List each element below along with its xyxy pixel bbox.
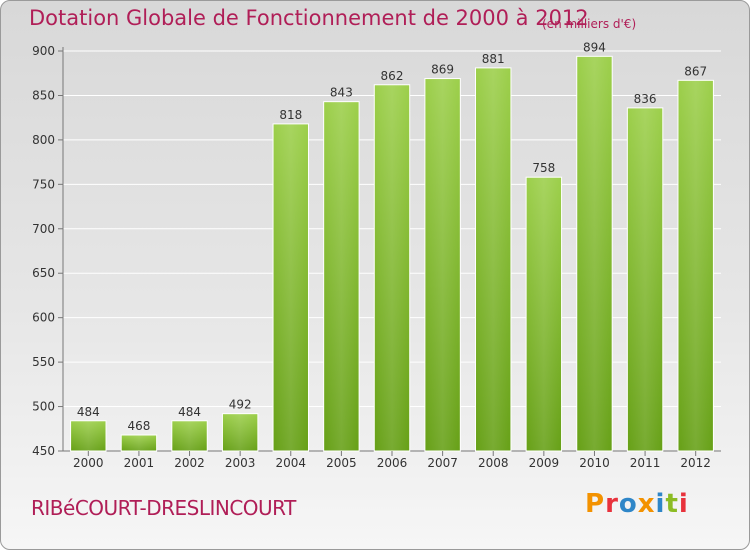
bar-value-label: 818 <box>279 108 302 122</box>
bar-value-label: 836 <box>634 92 657 106</box>
bar-highlight <box>70 420 107 451</box>
logo-letter: i <box>678 489 689 519</box>
y-tick-label: 700 <box>32 222 55 236</box>
x-tick-label: 2011 <box>630 456 661 470</box>
bar-highlight <box>121 435 157 451</box>
bar-value-label: 894 <box>583 40 606 54</box>
x-tick-label: 2007 <box>427 456 458 470</box>
bar-highlight <box>374 84 410 452</box>
x-tick-label: 2004 <box>275 456 306 470</box>
logo-letter: r <box>605 489 619 519</box>
logo-letter: P <box>585 489 606 519</box>
y-tick-label: 750 <box>32 177 55 191</box>
bar-highlight <box>323 101 360 452</box>
x-tick-label: 2008 <box>478 456 509 470</box>
y-tick-label: 450 <box>32 444 55 458</box>
bar-value-label: 484 <box>178 405 201 419</box>
bar-highlight <box>627 107 663 451</box>
x-tick-label: 2001 <box>124 456 155 470</box>
bar-highlight <box>475 67 511 451</box>
y-tick-label: 900 <box>32 44 55 58</box>
unit-note: (en milliers d'€) <box>542 17 637 31</box>
bar-value-label: 484 <box>77 405 100 419</box>
bar-highlight <box>273 123 309 451</box>
logo-letter: t <box>665 489 679 519</box>
x-tick-label: 2012 <box>680 456 711 470</box>
x-tick-label: 2009 <box>529 456 560 470</box>
commune-name: RIBéCOURT-DRESLINCOURT <box>31 496 296 520</box>
chart-title: Dotation Globale de Fonctionnement de 20… <box>29 6 589 30</box>
y-tick-label: 850 <box>32 88 55 102</box>
x-tick-label: 2003 <box>225 456 256 470</box>
logo-letter: o <box>618 489 638 519</box>
bar-highlight <box>171 420 208 451</box>
y-tick-label: 500 <box>32 400 55 414</box>
bar-highlight <box>222 413 258 451</box>
logo-letter: i <box>655 489 666 519</box>
proxiti-logo[interactable]: Proxiti <box>585 489 689 519</box>
logo-letter: x <box>637 489 656 519</box>
x-tick-label: 2002 <box>174 456 205 470</box>
bar-highlight <box>424 78 461 452</box>
y-tick-label: 650 <box>32 266 55 280</box>
bar-value-label: 492 <box>229 398 252 412</box>
y-tick-label: 550 <box>32 355 55 369</box>
x-tick-label: 2000 <box>73 456 104 470</box>
bar-value-label: 881 <box>482 52 505 66</box>
x-tick-label: 2010 <box>579 456 610 470</box>
bar-value-label: 468 <box>127 419 150 433</box>
bar-value-label: 843 <box>330 86 353 100</box>
y-tick-label: 800 <box>32 133 55 147</box>
bar-value-label: 867 <box>684 64 707 78</box>
bar-value-label: 869 <box>431 63 454 77</box>
bar-highlight <box>677 80 714 451</box>
bar-value-label: 862 <box>381 69 404 83</box>
bar-highlight <box>526 177 562 451</box>
y-tick-label: 600 <box>32 311 55 325</box>
x-tick-label: 2006 <box>377 456 408 470</box>
x-tick-label: 2005 <box>326 456 357 470</box>
bar-value-label: 758 <box>532 161 555 175</box>
bar-highlight <box>576 56 613 451</box>
